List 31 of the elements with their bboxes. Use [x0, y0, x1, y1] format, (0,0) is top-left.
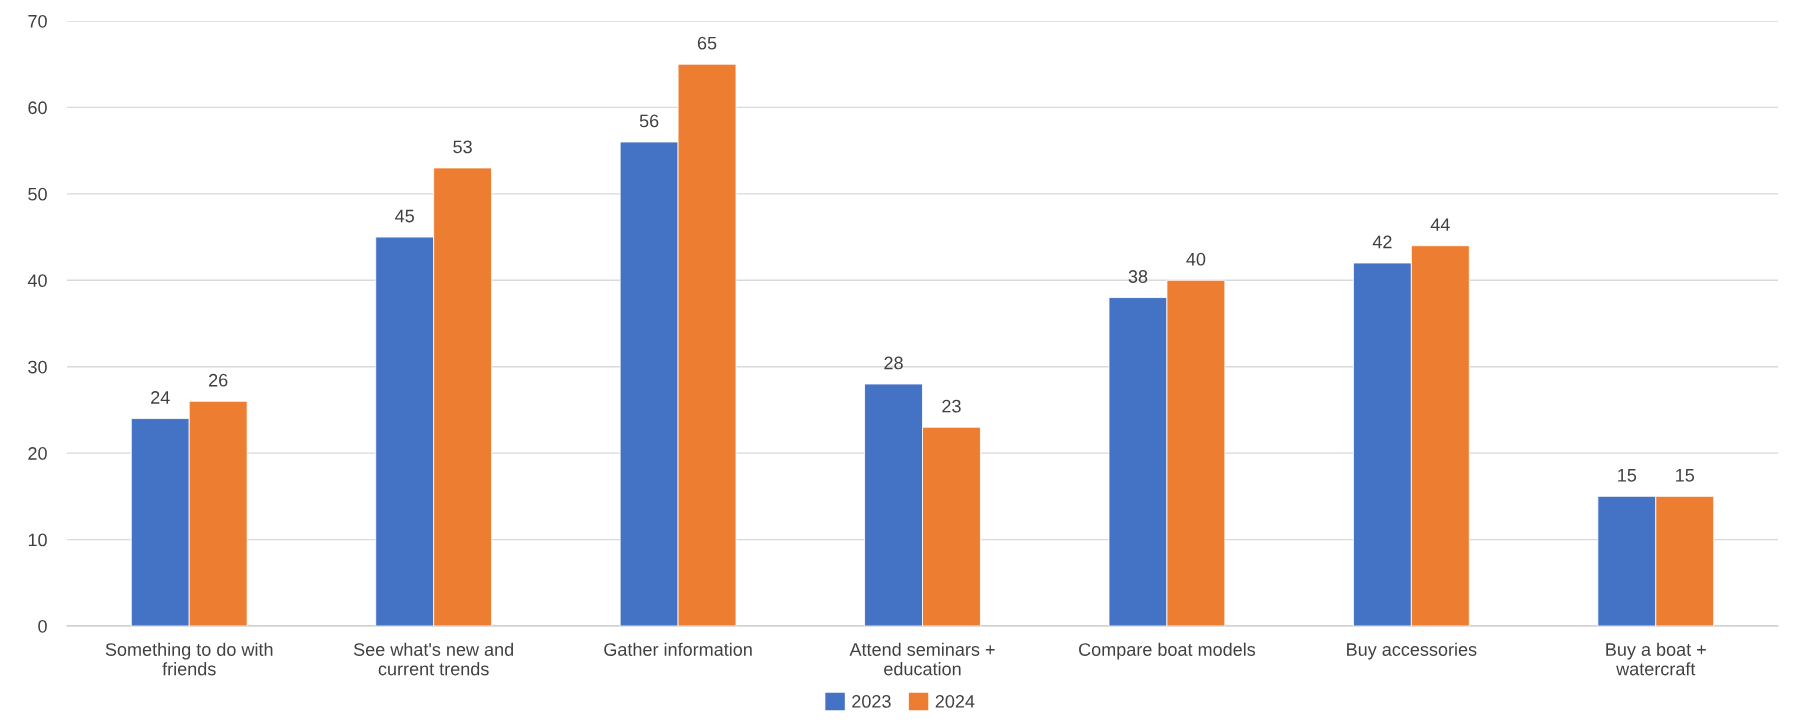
data-label: 45 — [395, 209, 414, 223]
x-tick-label: Something to do with friends — [105, 642, 273, 676]
x-tick-label: See what's new and current trends — [353, 642, 513, 676]
data-label: 23 — [942, 399, 961, 413]
x-tick-label: Compare boat models — [1079, 642, 1256, 660]
y-tick-label: 60 — [28, 101, 47, 115]
y-tick-label: 50 — [28, 187, 47, 201]
y-tick-label: 20 — [28, 447, 47, 460]
y-tick-label: 40 — [27, 274, 47, 288]
x-tick-label: Buy a boat + watercraft — [1606, 642, 1706, 676]
data-label: 40 — [1186, 252, 1206, 266]
y-tick-label: 0 — [38, 619, 47, 633]
data-label: 26 — [209, 373, 228, 387]
x-tick-label: Gather information — [604, 642, 752, 656]
y-tick-label: 10 — [28, 533, 47, 547]
data-label: 15 — [1618, 469, 1637, 482]
x-tick-label: Attend seminars + education — [849, 642, 995, 676]
data-label: 24 — [151, 391, 170, 404]
y-tick-label: 30 — [28, 360, 47, 374]
data-label: 53 — [453, 140, 472, 154]
x-tick-label: Buy accessories — [1347, 642, 1477, 660]
legend-label: 2023 — [852, 695, 891, 708]
data-label: 15 — [1676, 469, 1695, 482]
y-tick-label: 70 — [28, 14, 47, 28]
data-label: 65 — [697, 36, 717, 50]
legend-label: 2024 — [935, 695, 975, 708]
data-label: 28 — [884, 356, 903, 370]
data-label: 42 — [1372, 235, 1392, 249]
data-label: 44 — [1430, 218, 1450, 231]
data-label: 38 — [1128, 270, 1148, 283]
data-label: 56 — [639, 114, 659, 128]
